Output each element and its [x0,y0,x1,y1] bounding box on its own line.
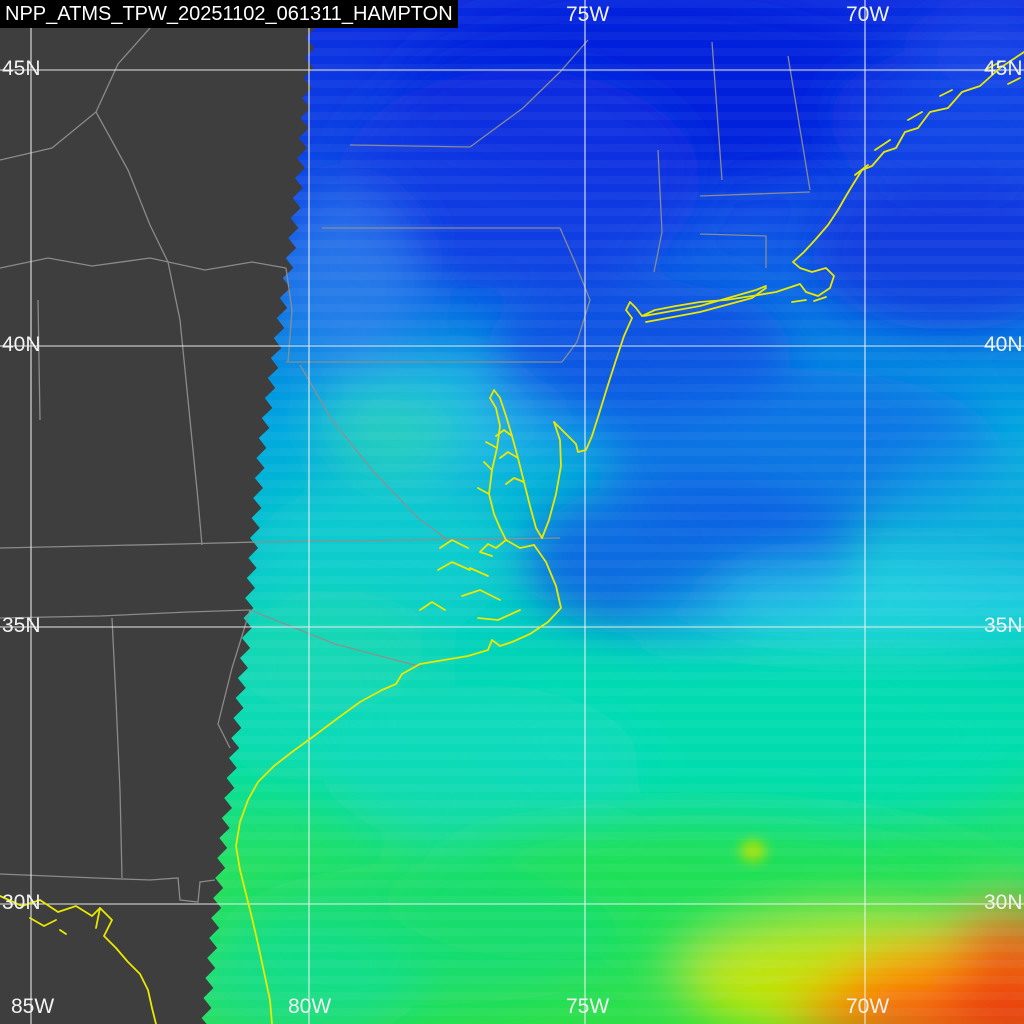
title-bar: NPP_ATMS_TPW_20251102_061311_HAMPTON [0,0,458,28]
coastline [0,51,1024,1024]
lon-label-70w-bottom: 70W [846,995,890,1018]
lat-label-30n-left: 30N [2,891,41,914]
state-borders [0,27,811,903]
lat-label-45n-right: 45N [984,57,1023,80]
lon-label-80w-bottom: 80W [288,995,332,1018]
lon-label-75w-top: 75W [566,3,610,26]
lat-label-45n-left: 45N [2,57,41,80]
lat-label-30n-right: 30N [984,891,1023,914]
lat-label-35n-right: 35N [984,614,1023,637]
lat-label-35n-left: 35N [2,614,41,637]
lat-label-40n-left: 40N [2,333,41,356]
lon-label-70w-top: 70W [846,3,890,26]
lon-label-75w-bottom: 75W [566,995,610,1018]
lat-label-40n-right: 40N [984,333,1023,356]
lon-label-85w-bottom: 85W [11,995,55,1018]
